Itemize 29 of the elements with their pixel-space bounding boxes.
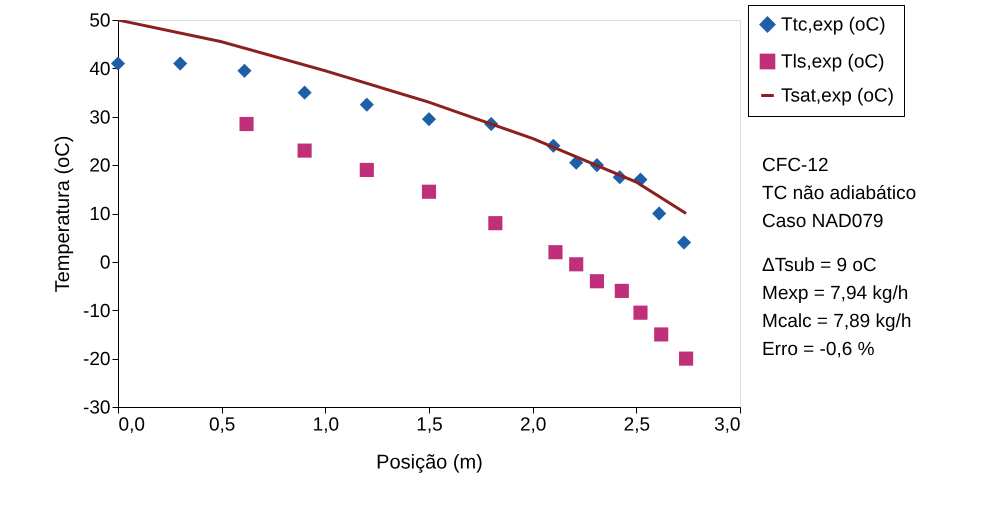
y-tick-label: 0 [100, 252, 110, 274]
text: ΔTsub = 9 oC [762, 255, 877, 276]
y-tick-label: 50 [89, 10, 110, 32]
legend-label: Tsat,exp (oC) [781, 86, 894, 106]
x-tick-label: 2,0 [520, 414, 546, 436]
x-tick-label: 3,0 [714, 414, 740, 436]
text: Mexp = 7,94 kg/h [762, 283, 908, 304]
legend-label: Tls,exp (oC) [781, 52, 884, 72]
text: Erro = -0,6 % [762, 339, 875, 360]
text: Caso NAD079 [762, 211, 884, 232]
y-axis-title: Temperatura (oC) [52, 136, 74, 292]
text: CFC-12 [762, 155, 829, 176]
x-tick-label: 0,5 [208, 414, 236, 436]
y-tick-label: -30 [83, 398, 110, 418]
y-tick-label: -10 [83, 300, 110, 322]
text: Mcalc = 7,89 kg/h [762, 311, 912, 332]
x-tick-label: 1,0 [312, 414, 340, 436]
text: TC não adiabático [762, 183, 916, 204]
line-series [118, 20, 688, 215]
y-tick-label: 20 [89, 156, 110, 177]
legend-label: Ttc,exp (oC) [781, 14, 886, 36]
y-tick-label: 10 [89, 204, 110, 225]
y-tick-label: 40 [89, 58, 110, 80]
y-tick-label: 30 [89, 107, 110, 128]
x-tick-label: 0,0 [118, 414, 145, 436]
x-axis-title: Posição (m) [376, 452, 483, 474]
x-tick-label: 2,5 [624, 414, 650, 436]
y-tick-label: -20 [83, 349, 110, 370]
x-tick-label: 1,5 [416, 414, 443, 436]
